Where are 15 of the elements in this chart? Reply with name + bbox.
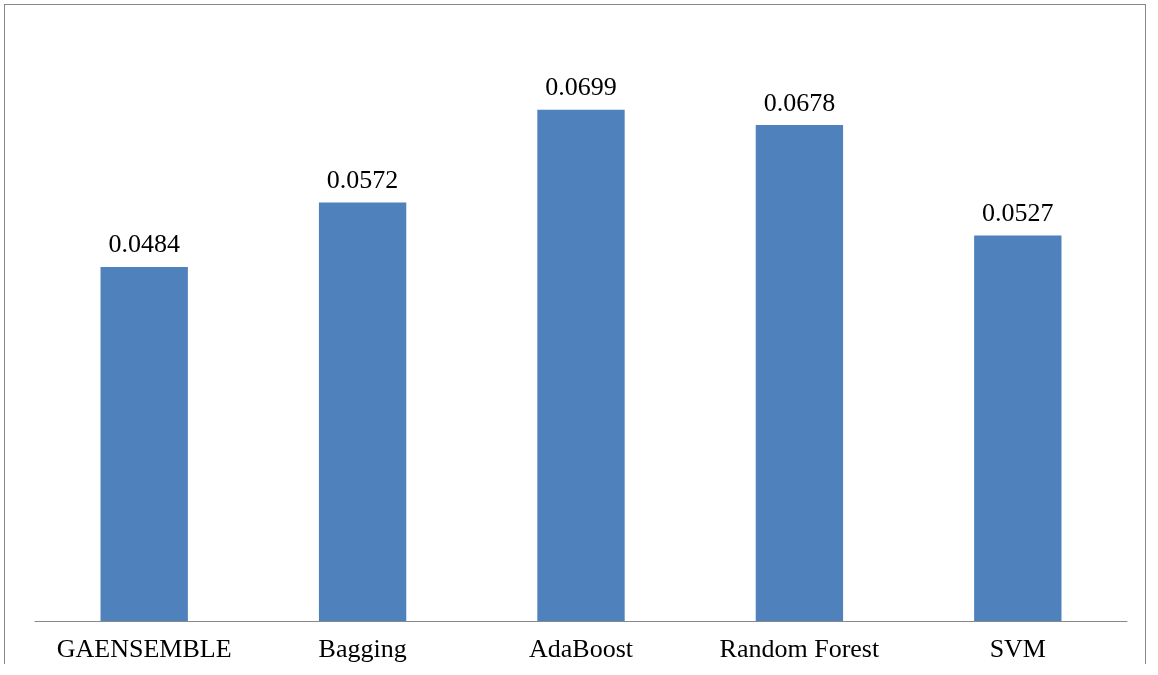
bar [974, 235, 1062, 621]
data-label: 0.0527 [982, 198, 1054, 228]
bar [318, 202, 407, 621]
x-tick-label: Bagging [318, 633, 407, 663]
bar [755, 125, 844, 621]
data-label: 0.0699 [545, 72, 617, 102]
bar [100, 266, 188, 621]
bar [537, 109, 625, 621]
data-label: 0.0678 [763, 87, 836, 117]
data-label: 0.0484 [108, 229, 180, 259]
data-label: 0.0572 [326, 165, 399, 195]
x-tick-label: Random Forest [719, 633, 880, 663]
x-tick-label: SVM [989, 633, 1046, 663]
x-tick-label: AdaBoost [529, 633, 634, 663]
x-tick-label: GAENSEMBLE [56, 633, 232, 663]
